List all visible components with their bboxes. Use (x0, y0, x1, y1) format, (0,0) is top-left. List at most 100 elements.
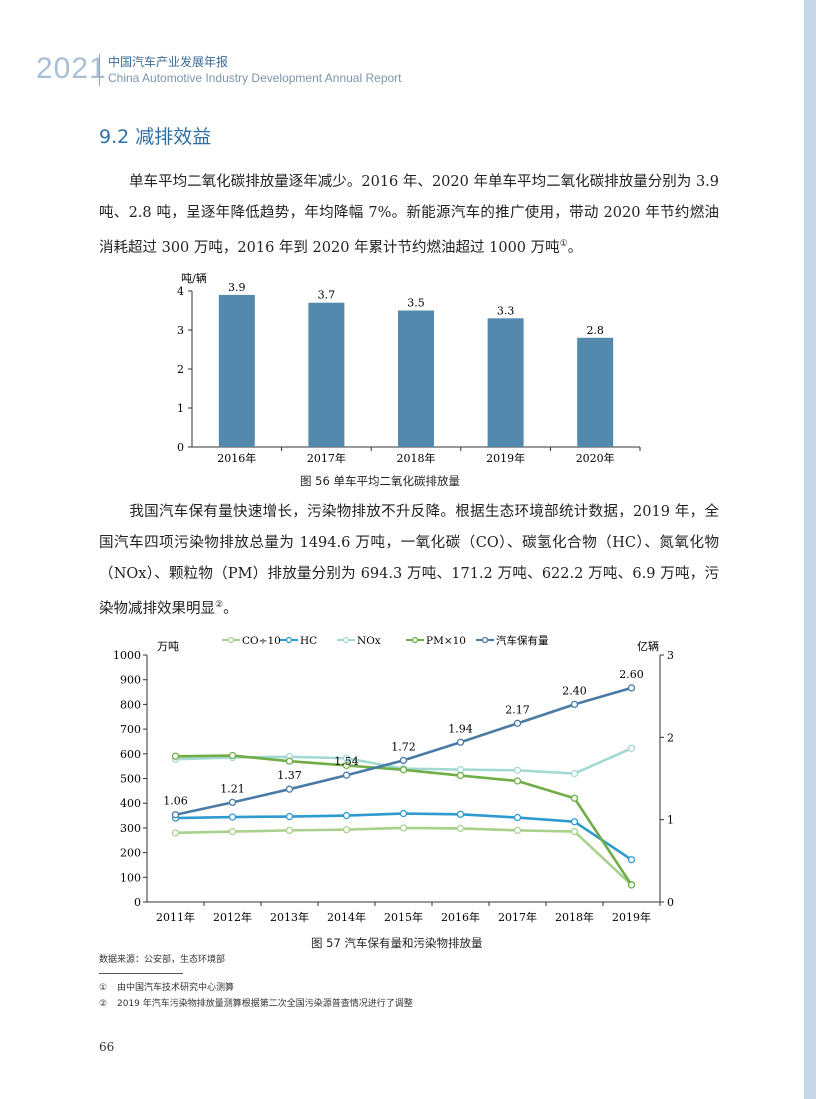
left-tick-label: 500 (120, 773, 141, 786)
left-axis-label: 万吨 (157, 640, 179, 653)
data-point (570, 827, 579, 836)
data-point (570, 769, 579, 778)
left-tick-label: 300 (120, 822, 141, 835)
legend-marker (411, 636, 419, 644)
page-number: 66 (99, 1040, 115, 1054)
data-point (399, 824, 408, 832)
data-value-label: 1.72 (391, 740, 416, 753)
legend-marker (342, 636, 350, 644)
footnote-2-text: 2019 年汽车污染物排放量测算根据第二次全国污染源普查情况进行了调整 (117, 999, 413, 1009)
data-point (342, 825, 351, 834)
header-year: 2021 (36, 52, 107, 85)
header-title-cn: 中国汽车产业发展年报 (108, 55, 229, 69)
series-line (175, 812, 633, 861)
footnote-ref-1[interactable]: ① (559, 239, 568, 249)
header-divider (99, 54, 100, 86)
y-axis-label: 吨/辆 (181, 271, 207, 285)
bar-value-label: 3.3 (497, 304, 515, 317)
left-tick-label: 400 (120, 797, 141, 810)
data-point (456, 771, 465, 780)
x-tick-label: 2019年 (612, 910, 651, 924)
figure-56-caption: 图 56 单车平均二氧化碳排放量 (300, 474, 460, 488)
data-point (513, 813, 522, 822)
legend-label: 汽车保有量 (496, 634, 549, 647)
data-point (513, 766, 522, 774)
footnote-rule (99, 973, 183, 974)
data-point (285, 826, 294, 835)
data-point (171, 752, 180, 760)
right-tick-label: 1 (667, 814, 674, 827)
data-point (456, 810, 465, 818)
bar-value-label: 3.7 (318, 289, 336, 302)
bar (487, 318, 524, 447)
left-tick-label: 200 (120, 847, 141, 860)
paragraph-co2: 单车平均二氧化碳排放量逐年减少。2016 年、2020 年单车平均二氧化碳排放量… (99, 167, 719, 264)
paragraph-pollutants-end: 。 (223, 600, 238, 617)
data-point (285, 785, 294, 793)
data-value-label: 1.54 (334, 755, 359, 768)
series-line (175, 826, 633, 886)
left-tick-label: 0 (134, 896, 141, 909)
y-tick-label: 3 (177, 324, 184, 337)
right-tick-label: 3 (667, 649, 674, 662)
footnote-1-mark: ① (99, 983, 108, 993)
data-value-label: 1.06 (163, 795, 188, 808)
paragraph-pollutants: 我国汽车保有量快速增长，污染物排放不升反降。根据生态环境部统计数据，2019 年… (99, 497, 719, 625)
data-point (342, 754, 351, 762)
data-point (228, 827, 237, 836)
x-tick-label: 2011年 (156, 910, 195, 924)
data-point (456, 824, 465, 833)
vehicle-pollutant-line-chart: 0 100 200 300 400 500 600 700 800 900 1000 0 1 2 3 万吨 亿辆… (113, 634, 674, 924)
data-point (627, 684, 636, 692)
x-tick-label: 2016年 (217, 451, 256, 465)
legend-marker (227, 636, 235, 644)
left-tick-label: 600 (120, 748, 141, 761)
paragraph-pollutants-text: 我国汽车保有量快速增长，污染物排放不升反降。根据生态环境部统计数据，2019 年… (99, 504, 719, 617)
right-axis-label: 亿辆 (637, 639, 659, 653)
y-tick-label: 1 (177, 402, 184, 415)
left-tick-label: 1000 (113, 649, 141, 662)
left-tick-label: 900 (120, 674, 141, 687)
data-point (456, 738, 465, 746)
bar (218, 294, 255, 447)
x-tick-label: 2018年 (555, 910, 594, 924)
x-tick-label: 2015年 (384, 910, 423, 924)
x-tick-label: 2018年 (397, 451, 436, 465)
footnote-1-text: 由中国汽车技术研究中心测算 (117, 983, 235, 993)
left-tick-label: 700 (120, 723, 141, 736)
header-title-en: China Automotive Industry Development An… (108, 71, 402, 85)
data-point (513, 826, 522, 835)
co2-bar-chart: 0 1 2 3 4吨/辆 3.9 2016年 3.7 2017年 3.5 2018年 3.3 2019年… (177, 271, 641, 465)
section-title: 9.2 减排效益 (99, 126, 212, 148)
right-tick-label: 0 (667, 896, 674, 909)
x-tick-label: 2020年 (576, 451, 615, 465)
data-value-label: 2.17 (505, 703, 530, 716)
legend-marker (481, 636, 489, 644)
paragraph-co2-end: 。 (567, 239, 583, 256)
data-point (399, 756, 408, 765)
legend-label: HC (300, 635, 317, 647)
data-point (513, 777, 522, 785)
page-side-band (804, 0, 816, 1099)
data-point (228, 798, 237, 807)
data-point (342, 811, 351, 820)
data-point (513, 719, 522, 727)
legend-label: CO÷10 (242, 635, 281, 647)
data-point (228, 813, 237, 821)
x-tick-label: 2017年 (307, 451, 346, 465)
footnote-ref-2[interactable]: ② (215, 600, 224, 610)
data-value-label: 1.94 (448, 722, 473, 735)
data-point (171, 829, 180, 837)
bar (577, 337, 614, 447)
data-point (399, 766, 408, 774)
footnote-1: ① 由中国汽车技术研究中心测算 (99, 980, 234, 993)
data-value-label: 2.40 (562, 684, 587, 697)
data-point (285, 757, 294, 765)
figure-57-caption: 图 57 汽车保有量和污染物排放量 (311, 936, 483, 950)
data-point (570, 818, 579, 826)
data-value-label: 2.60 (619, 668, 644, 681)
bar-value-label: 3.9 (228, 281, 246, 294)
data-point (285, 812, 294, 821)
y-tick-label: 0 (177, 441, 184, 454)
y-tick-label: 2 (177, 363, 184, 376)
